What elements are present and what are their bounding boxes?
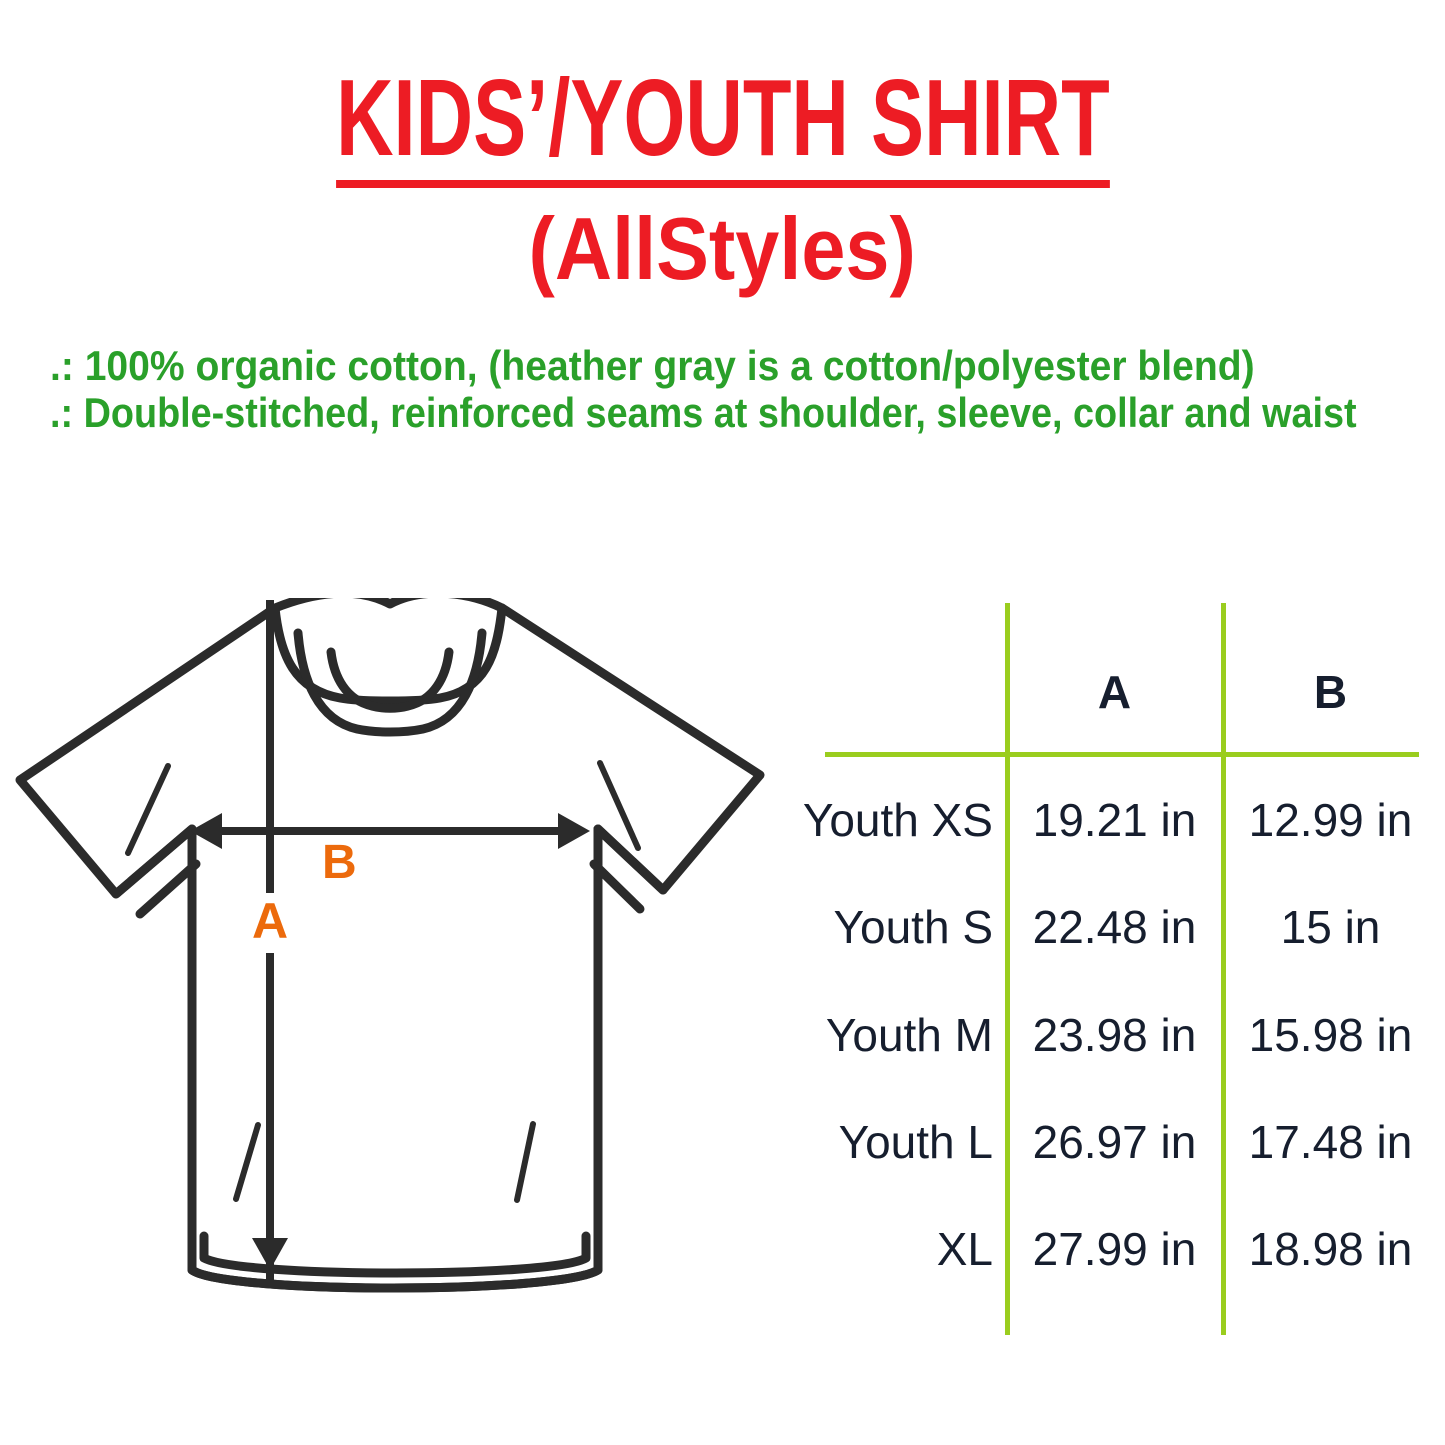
svg-text:A: A <box>252 893 288 949</box>
svg-text:B: B <box>322 836 357 889</box>
